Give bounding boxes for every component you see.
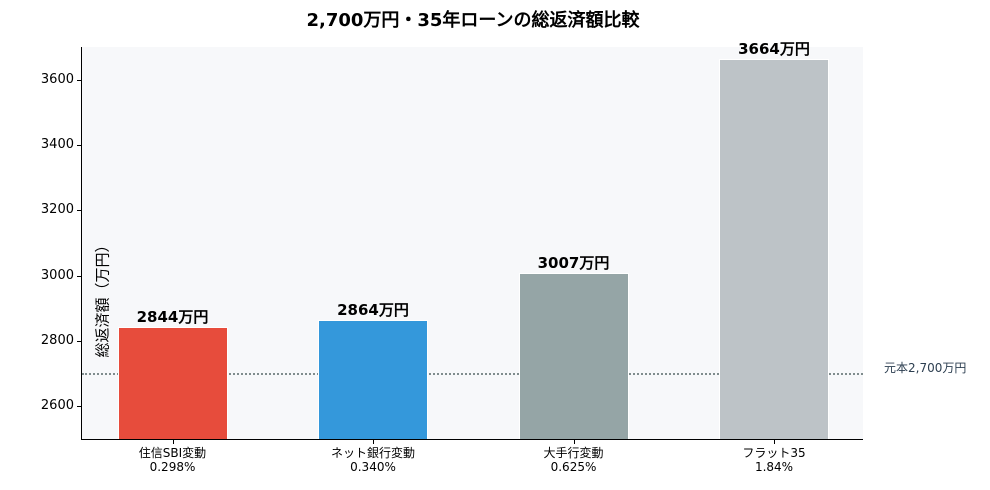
category-name: ネット銀行変動 [330,446,415,460]
category-name: フラット35 [742,446,806,460]
y-axis-label: 総返済額（万円） [93,237,112,358]
plot-area: 総返済額（万円） 2600 2800 3000 3200 3400 3600 2844万円住… [41,40,863,474]
y-tick-label: 3000 [40,267,74,283]
reference-line-label: 元本2,700万円 [884,361,967,375]
y-tick [77,145,82,146]
x-tick [373,439,374,444]
y-tick [77,210,82,212]
y-tick [77,275,82,277]
bar-3 [518,273,629,439]
x-tick [774,439,775,444]
x-tick [573,439,575,444]
y-tick-label: 3200 [40,202,74,218]
x-tick-label: 住信SBI変動 0.298% [93,446,253,474]
bar-value-label: 2864万円 [337,301,409,320]
y-tick [77,79,82,81]
category-rate: 1.84% [754,460,794,474]
x-tick-label: ネット銀行変動 0.340% [293,446,453,474]
bar-value-label: 2844万円 [136,307,209,326]
y-tick [77,341,82,342]
y-tick-label: 3400 [40,137,74,152]
category-rate: 0.298% [149,460,196,474]
category-name: 住信SBI変動 [138,446,207,460]
y-tick-label: 2600 [40,398,74,414]
x-tick-label: 大手行変動 0.625% [494,446,654,474]
reference-line [82,372,863,375]
y-tick-label: 2800 [40,333,74,348]
chart-title: 2,700万円・35年ローンの総返済額比較 [306,10,640,31]
bar-1 [117,326,228,439]
category-rate: 0.625% [550,460,597,474]
y-tick [77,406,82,408]
category-name: 大手行変動 [543,446,604,460]
x-tick-label: フラット35 1.84% [694,446,854,474]
category-rate: 0.340% [350,460,396,474]
bar-value-label: 3007万円 [537,254,610,273]
bar-value-label: 3664万円 [738,39,810,58]
bar-2 [318,320,428,439]
x-tick [172,439,174,444]
bar-4 [719,58,829,439]
y-tick-label: 3600 [40,71,74,87]
